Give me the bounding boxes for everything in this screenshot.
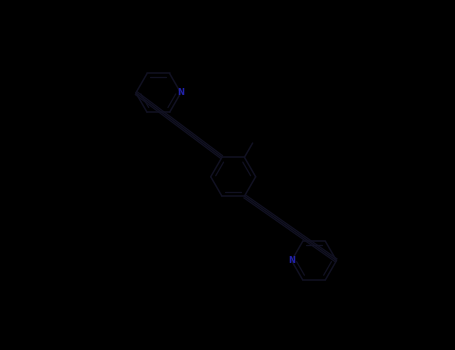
Text: N: N <box>288 256 295 265</box>
Text: N: N <box>177 89 184 97</box>
